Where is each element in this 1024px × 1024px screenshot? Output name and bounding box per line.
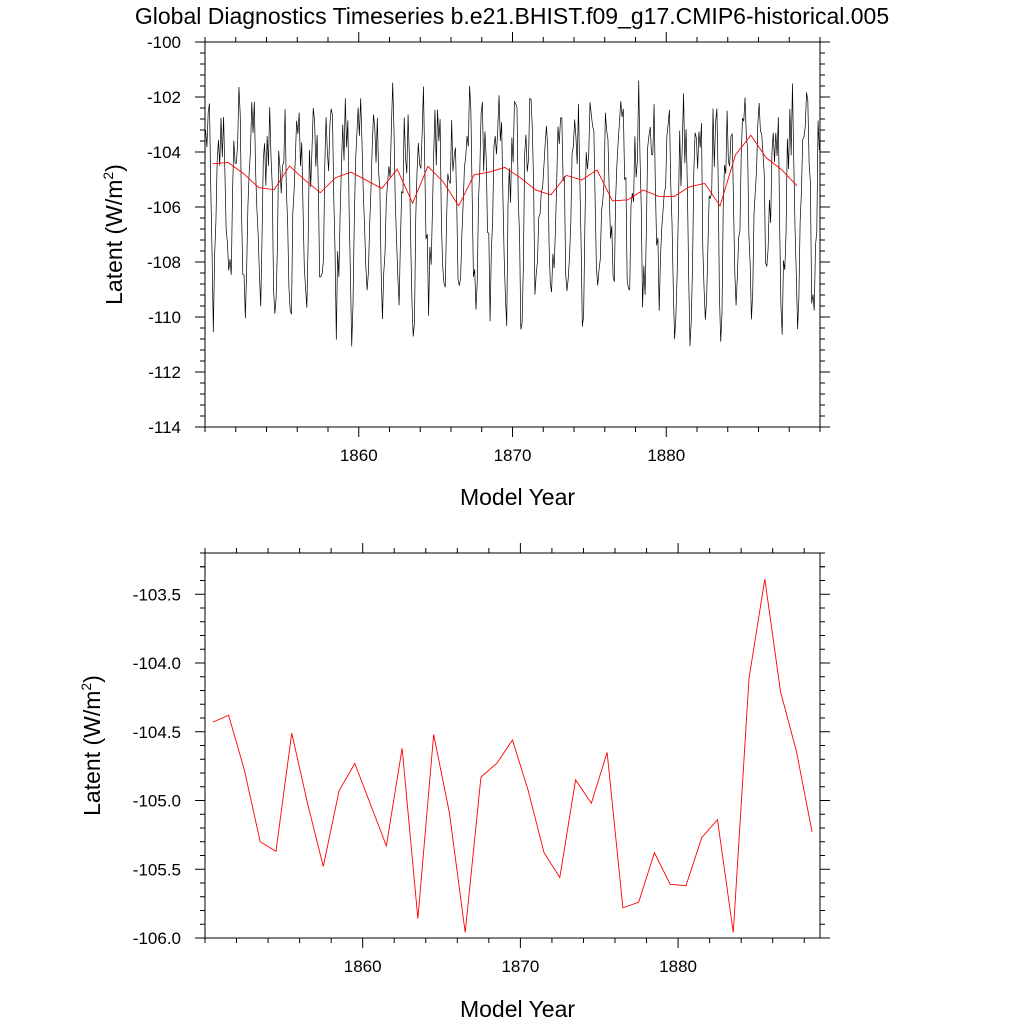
series-line-annual [212,134,798,207]
y-tick-label: -106 [147,198,181,217]
plot-frame [204,552,821,939]
y-tick-label: -114 [148,418,181,437]
y-tick-label: -103.5 [133,585,181,604]
y-tick-label: -102 [147,88,181,107]
plot-frame [204,41,821,428]
series-line-annual [212,579,813,933]
y-tick-label: -110 [148,308,181,327]
series-line-monthly [205,80,820,347]
y-tick-label: -106.0 [133,929,181,948]
x-tick-label: 1860 [344,957,382,976]
top-panel: 1860 1870 1880 -114 -112 -110 -108 -106 -104 -102… [100,32,830,510]
y-tick-label: -104.5 [133,723,181,742]
bottom-panel: 1860 1870 1880 -106.0 -105.5 -105.0 -104.5 -104… [78,543,830,1022]
y-tick-label: -100 [147,33,181,52]
x-tick-label: 1860 [340,446,378,465]
figure-title: Global Diagnostics Timeseries b.e21.BHIS… [135,3,889,29]
y-axis-title: Latent (W/m2) [100,164,127,305]
y-tick-label: -104 [147,143,181,162]
y-axis-title: Latent (W/m2) [78,675,105,816]
x-tick-label: 1870 [501,957,539,976]
y-tick-label: -105.0 [133,792,181,811]
y-tick-label: -112 [148,363,181,382]
y-tick-label: -105.5 [133,860,181,879]
x-axis-title: Model Year [460,484,575,510]
x-tick-label: 1880 [659,957,697,976]
y-tick-label: -104.0 [133,654,181,673]
x-tick-label: 1870 [494,446,532,465]
x-axis-title: Model Year [460,996,575,1022]
x-tick-label: 1880 [647,446,685,465]
y-tick-label: -108 [147,253,181,272]
